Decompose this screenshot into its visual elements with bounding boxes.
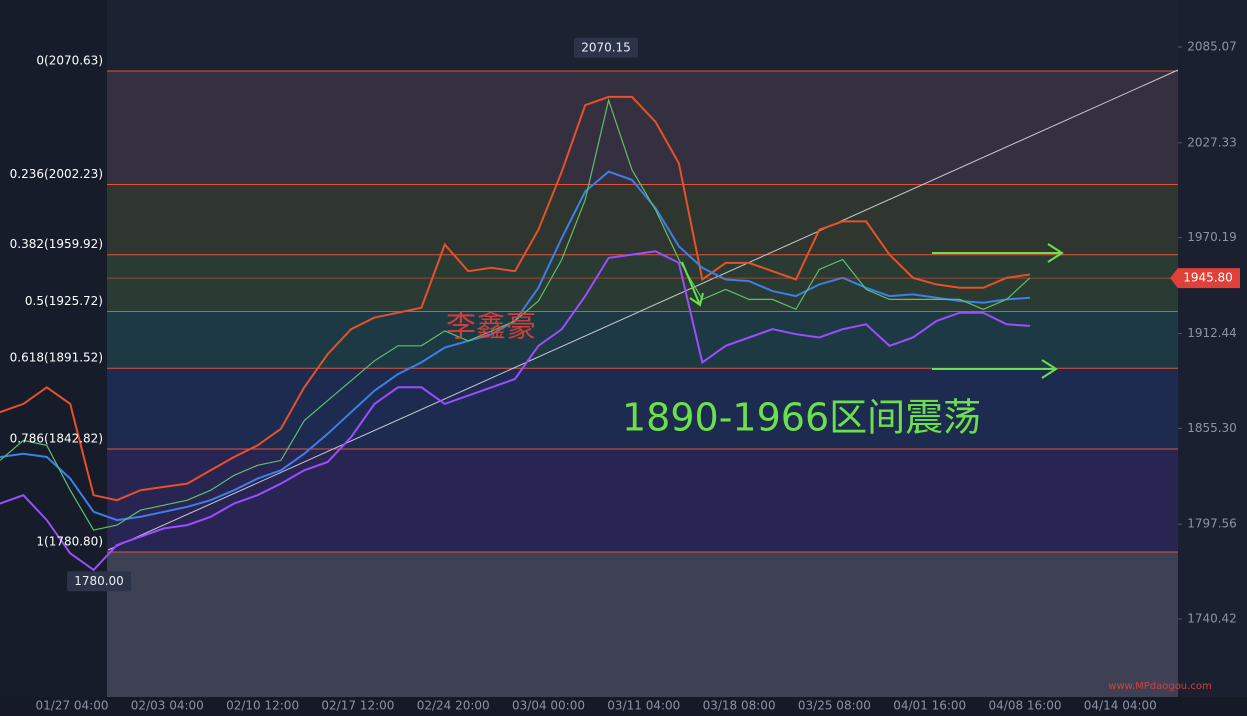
series-line [0, 98, 1031, 531]
x-tick-label: 03/11 04:00 [607, 699, 680, 713]
series-line [0, 95, 1031, 502]
x-tick-label: 04/14 04:00 [1084, 699, 1157, 713]
fib-label: 0.618(1891.52) [10, 351, 103, 365]
x-tick-label: 02/17 12:00 [321, 699, 394, 713]
x-tick-label: 02/10 12:00 [226, 699, 299, 713]
y-tick-label: 1855.30 [1187, 421, 1237, 435]
site-watermark: www.MPdaogou.com [1108, 681, 1211, 692]
fib-label: 0.382(1959.92) [10, 237, 103, 251]
y-tick-label: 1912.44 [1187, 326, 1237, 340]
y-axis-panel [1178, 0, 1247, 697]
left-shade [0, 0, 107, 697]
fib-band [107, 311, 1178, 369]
fib-label: 1(1780.80) [36, 534, 103, 548]
arrows [681, 243, 1064, 379]
current-price-box [1170, 268, 1240, 289]
y-tick-label: 1740.42 [1187, 611, 1237, 625]
fib-label: 0.5(1925.72) [25, 294, 103, 308]
x-tick-label: 03/04 00:00 [512, 699, 585, 713]
fib-label: 0(2070.63) [36, 53, 103, 67]
y-tick-label: 2027.33 [1187, 135, 1237, 149]
fib-label: 0.786(1842.82) [10, 432, 103, 446]
price-marker-box [67, 571, 131, 592]
x-tick-label: 01/27 04:00 [36, 699, 109, 713]
author-watermark: 李鑫豪 [446, 310, 536, 345]
y-tick-label: 1797.56 [1187, 517, 1237, 531]
price-marker-label: 2070.15 [581, 40, 631, 54]
y-tick-label: 2085.07 [1187, 40, 1237, 54]
series-line [0, 250, 1031, 572]
y-tick-label: 1970.19 [1187, 230, 1237, 244]
fib-band [107, 70, 1178, 185]
x-tick-label: 03/18 08:00 [703, 699, 776, 713]
fib-band [107, 184, 1178, 255]
fib-band [107, 551, 1178, 697]
x-tick-label: 04/01 16:00 [893, 699, 966, 713]
fib-band [107, 449, 1178, 552]
price-marker-label: 1780.00 [74, 574, 124, 588]
x-tick-label: 02/03 04:00 [131, 699, 204, 713]
x-tick-label: 02/24 20:00 [417, 699, 490, 713]
x-tick-label: 03/25 08:00 [798, 699, 871, 713]
fib-band [107, 368, 1178, 450]
x-axis-panel [0, 697, 1247, 716]
fib-band [107, 254, 1178, 312]
current-price-label: 1945.80 [1183, 271, 1233, 285]
price-marker-box [574, 37, 638, 58]
fib-label: 0.236(2002.23) [10, 167, 103, 181]
x-tick-label: 04/08 16:00 [989, 699, 1062, 713]
trend-line [107, 69, 1179, 551]
range-note: 1890-1966区间震荡 [622, 396, 981, 440]
